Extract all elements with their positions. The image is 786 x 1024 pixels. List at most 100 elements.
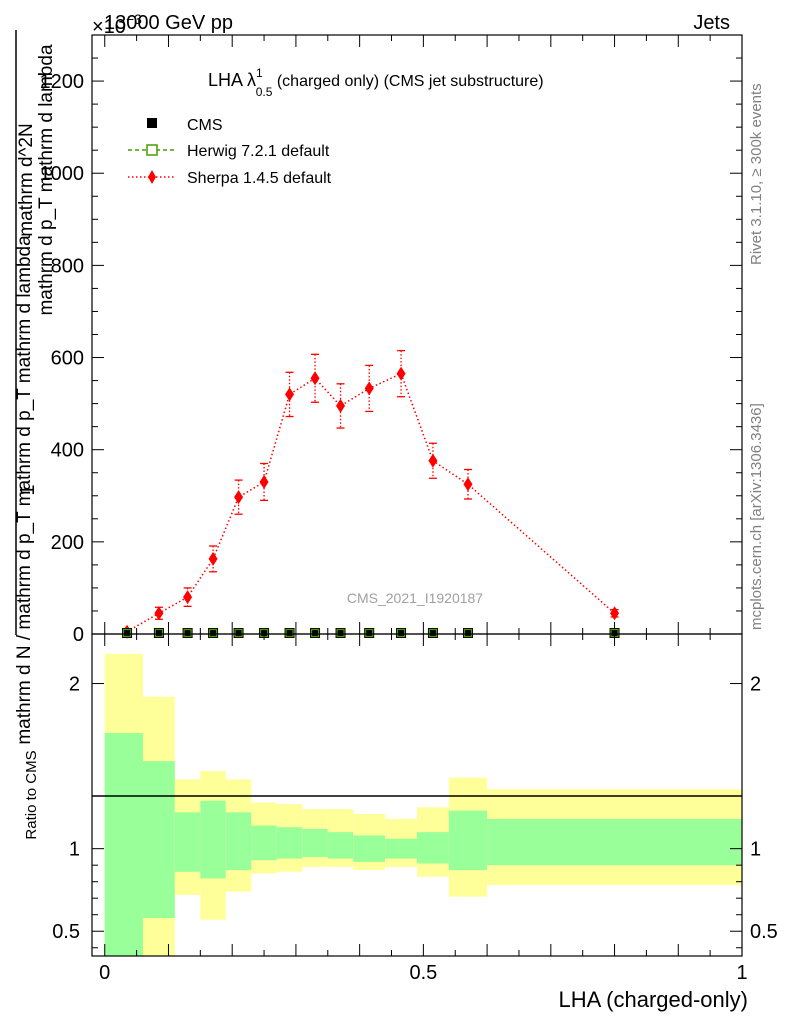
sherpa-point bbox=[154, 606, 164, 621]
cms-points bbox=[122, 628, 620, 638]
cms-point bbox=[208, 628, 219, 638]
sherpa-point bbox=[364, 381, 374, 396]
ratio-ylabel: Ratio to CMS bbox=[23, 750, 40, 839]
header-left: 13000 GeV pp bbox=[104, 12, 233, 34]
plot-title: LHA λ1 0.5 (charged only) (CMS jet substr… bbox=[208, 66, 544, 99]
cms-point bbox=[462, 628, 473, 638]
legend-herwig-label: Herwig 7.2.1 default bbox=[187, 143, 330, 160]
x-tick-labels: 0 0.5 1 bbox=[99, 962, 747, 984]
herwig-point bbox=[234, 628, 243, 638]
ylabel-denominator-right: mathrm d p_T mathrm d lambda bbox=[36, 44, 57, 315]
cms-point bbox=[364, 628, 375, 638]
legend-sherpa-marker bbox=[148, 170, 156, 184]
legend-sherpa-label: Sherpa 1.4.5 default bbox=[187, 170, 332, 187]
legend-cms-label: CMS bbox=[187, 117, 223, 134]
ratio-inner-band bbox=[225, 812, 252, 871]
ratio-y-tick-label: 0.5 bbox=[52, 921, 80, 943]
ratio-inner-band bbox=[353, 835, 386, 862]
ratio-inner-band bbox=[448, 810, 488, 871]
cms-point bbox=[427, 628, 438, 638]
ratio-y-tick-label: 2 bbox=[69, 674, 80, 696]
exponent-base: ×10 bbox=[92, 16, 126, 38]
ratio-inner-band bbox=[104, 733, 143, 956]
y-tick-label: 0 bbox=[73, 624, 84, 646]
cms-point bbox=[335, 628, 346, 638]
cms-point bbox=[182, 628, 193, 638]
ratio-y-tick-label-right: 0.5 bbox=[750, 921, 778, 943]
y-tick-label: 1200 bbox=[40, 71, 85, 93]
legend: CMS Herwig 7.2.1 default Sherpa 1.4.5 de… bbox=[128, 117, 332, 187]
x-tick-label: 0 bbox=[99, 962, 110, 984]
ratio-inner-band bbox=[251, 825, 277, 861]
herwig-point bbox=[396, 628, 406, 638]
sherpa-point bbox=[259, 474, 269, 489]
cms-point bbox=[310, 628, 321, 638]
legend-herwig-marker bbox=[146, 144, 158, 156]
herwig-point bbox=[208, 628, 218, 638]
herwig-point bbox=[310, 628, 320, 638]
ratio-ticks bbox=[92, 634, 743, 956]
herwig-point bbox=[336, 628, 345, 638]
xlabel: LHA (charged-only) bbox=[558, 987, 748, 1012]
sherpa-point bbox=[234, 490, 244, 505]
ratio-bands bbox=[104, 653, 742, 956]
ratio-y-tick-label-right: 1 bbox=[750, 839, 761, 861]
cms-point bbox=[153, 628, 164, 638]
cms-point bbox=[259, 628, 270, 638]
herwig-point bbox=[122, 628, 132, 638]
sherpa-point bbox=[310, 371, 320, 386]
y-tick-label: 800 bbox=[51, 255, 84, 277]
main-tick-labels: 0 200 400 600 800 1000 1200 bbox=[40, 71, 85, 646]
sherpa-point bbox=[336, 398, 346, 413]
cms-point bbox=[122, 628, 133, 638]
herwig-point bbox=[154, 628, 164, 638]
ratio-inner-band bbox=[142, 761, 175, 919]
cms-point bbox=[609, 628, 620, 638]
ratio-inner-band bbox=[174, 812, 201, 872]
header-exponent: ×10−3 bbox=[92, 11, 142, 38]
ratio-tick-labels: 0.5 0.5 1 1 2 2 bbox=[52, 674, 778, 944]
ratio-panel: 0.5 0.51 12 2 0 0.5 1 bbox=[52, 633, 778, 984]
ratio-inner-band bbox=[200, 800, 226, 879]
sherpa-line bbox=[126, 372, 616, 633]
mcplots-text: mcplots.cern.ch [arXiv:1306.3436] bbox=[748, 403, 765, 630]
herwig-point bbox=[183, 628, 192, 638]
sherpa-point bbox=[463, 477, 473, 492]
herwig-point bbox=[428, 628, 438, 638]
ratio-inner-band bbox=[487, 818, 742, 866]
sherpa-point bbox=[183, 590, 193, 605]
x-tick-label: 1 bbox=[736, 962, 747, 984]
watermark: CMS_2021_I1920187 bbox=[347, 590, 483, 606]
sherpa-point bbox=[428, 453, 438, 468]
sherpa-point bbox=[285, 387, 295, 402]
ratio-y-tick-label-right: 2 bbox=[750, 674, 761, 696]
herwig-point bbox=[365, 628, 374, 638]
y-tick-label: 200 bbox=[51, 532, 84, 554]
legend-cms-marker bbox=[147, 118, 157, 128]
ratio-y-tick-label: 1 bbox=[69, 839, 80, 861]
ratio-inner-band bbox=[385, 838, 417, 859]
y-tick-label: 600 bbox=[51, 348, 84, 370]
ratio-inner-band bbox=[276, 827, 303, 859]
sherpa-point bbox=[396, 366, 406, 381]
header-right: Jets bbox=[693, 12, 730, 34]
x-tick-label: 0.5 bbox=[409, 962, 437, 984]
cms-point bbox=[396, 628, 407, 638]
y-tick-label: 1000 bbox=[40, 163, 85, 185]
rivet-text: Rivet 3.1.10, ≥ 300k events bbox=[748, 83, 765, 265]
ylabel-denominator: mathrm d N / mathrm d p_T mathrm d p_T m… bbox=[14, 235, 35, 745]
cms-point bbox=[233, 628, 244, 638]
y-tick-label: 400 bbox=[51, 440, 84, 462]
exponent-power: −3 bbox=[126, 11, 142, 27]
ylabel-numerator-right: mathrm d^2N bbox=[16, 123, 37, 236]
sherpa-point bbox=[610, 606, 620, 621]
ylabel-numerator: 1 bbox=[17, 484, 39, 495]
ratio-inner-band bbox=[302, 828, 328, 857]
ylabel-main: 1 mathrm d N / mathrm d p_T mathrm d p_T… bbox=[14, 30, 57, 745]
cms-point bbox=[284, 628, 295, 638]
ratio-inner-band bbox=[417, 832, 449, 864]
ratio-frame bbox=[91, 633, 743, 957]
sherpa-point bbox=[208, 551, 218, 566]
herwig-point bbox=[285, 628, 294, 638]
